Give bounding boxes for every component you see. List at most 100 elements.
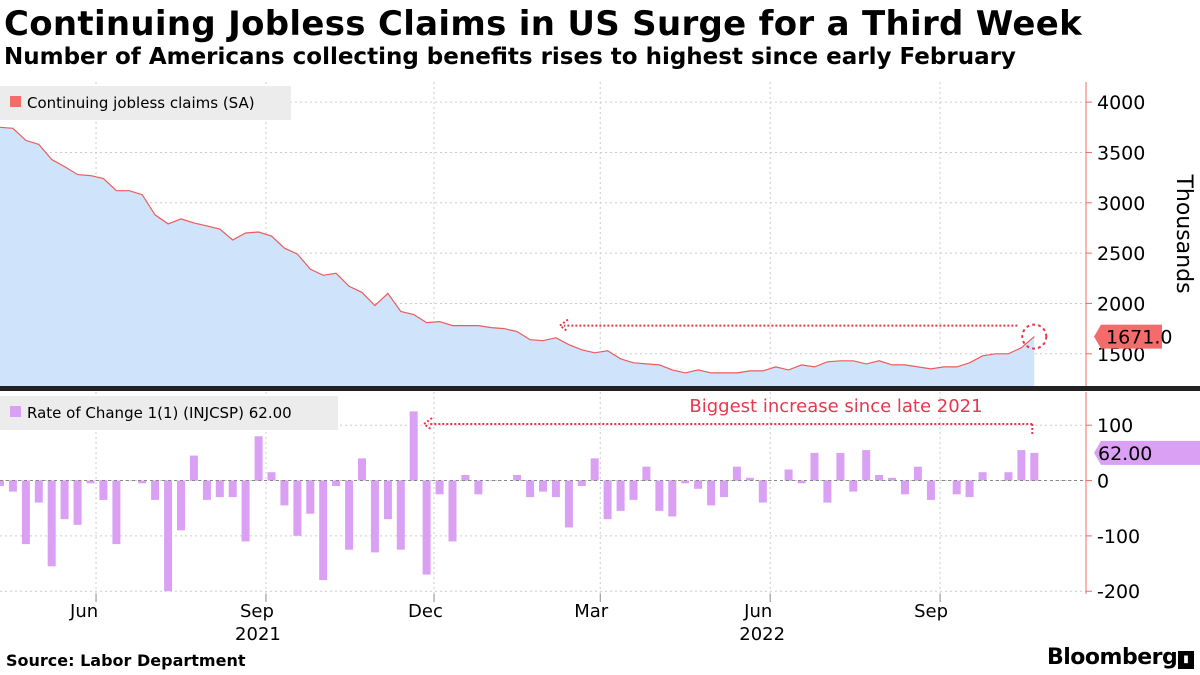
rate-bar (34, 480, 43, 503)
rate-bar (241, 480, 250, 542)
source-note: Source: Labor Department (6, 651, 246, 670)
rate-bar (551, 480, 560, 498)
rate-bar (358, 458, 366, 481)
page-subtitle: Number of Americans collecting benefits … (4, 44, 1016, 70)
y-axis-label: Thousands (1171, 173, 1196, 293)
rate-bar (564, 480, 573, 528)
rate-bar (707, 480, 716, 506)
rate-bar (280, 480, 289, 506)
rate-bar (823, 480, 832, 503)
rate-bar (99, 480, 108, 500)
rate-bar (642, 466, 651, 481)
rate-bar (396, 480, 405, 550)
legend-box (0, 86, 291, 120)
rate-bar (177, 480, 185, 531)
legend-swatch (10, 96, 21, 107)
x-tick-label: Jun (69, 601, 98, 622)
rate-bar (345, 480, 354, 550)
y-tick-label: 3500 (1097, 142, 1145, 164)
rate-bar (901, 480, 909, 495)
rate-bar (409, 411, 418, 481)
x-year-label: 2021 (235, 624, 281, 645)
rate-bar (926, 480, 935, 500)
rate-bar (254, 436, 263, 481)
rate-bar (319, 480, 328, 581)
rate-bar (8, 480, 17, 492)
rate-bar (60, 480, 69, 520)
last-value-tag (1094, 324, 1162, 349)
rate-bar (810, 452, 819, 481)
rate-bar (513, 475, 522, 481)
x-tick-label: Dec (408, 601, 443, 622)
rate-bar (112, 480, 121, 545)
rate-bar (448, 480, 457, 542)
rate-bar (526, 480, 535, 498)
y-tick-label: 0 (1097, 471, 1109, 493)
last-value-tag (1094, 440, 1200, 465)
x-year-label: 2022 (739, 624, 785, 645)
rate-bar (383, 480, 392, 520)
rate-bar (577, 480, 586, 486)
rate-bar (978, 472, 987, 481)
y-tick-label: -100 (1097, 526, 1140, 548)
rate-bar (164, 480, 173, 592)
rate-bar (681, 480, 690, 484)
rate-bar (888, 477, 897, 481)
rate-bar (745, 477, 754, 481)
rate-bar (189, 455, 198, 481)
legend-label: Continuing jobless claims (SA) (27, 94, 255, 112)
rate-bar (913, 466, 922, 481)
rate-bar (603, 480, 612, 520)
rate-bar (422, 480, 431, 575)
rate-bar (1030, 452, 1039, 481)
rate-bar (965, 480, 974, 498)
y-tick-label: 100 (1097, 415, 1133, 437)
rate-bar (332, 480, 341, 486)
annotation-text: Biggest increase since late 2021 (689, 396, 982, 417)
last-value-label: 62.00 (1098, 443, 1152, 465)
rate-bar (151, 480, 160, 500)
x-tick-label: Jun (743, 601, 772, 622)
rate-bar (694, 480, 703, 489)
rate-bar (629, 480, 638, 500)
claims-area (0, 127, 1035, 387)
rate-bar (293, 480, 302, 536)
claims-line (0, 126, 1035, 374)
rate-bar (306, 480, 315, 514)
rate-bar (370, 480, 379, 553)
rate-bar (720, 480, 728, 498)
rate-bar (461, 475, 470, 481)
rate-bar (875, 475, 884, 481)
rate-bar (86, 480, 95, 484)
rate-bar (836, 452, 845, 481)
rate-bar (228, 480, 237, 498)
rate-bar (539, 480, 547, 492)
rate-bar (267, 472, 276, 481)
y-tick-label: 3000 (1097, 193, 1145, 215)
brand-logo: Bloomberg (1047, 645, 1178, 670)
rate-bar (21, 480, 30, 545)
rate-bar (1017, 450, 1026, 481)
annotation-arrowhead (558, 318, 569, 333)
rate-bar (138, 480, 147, 484)
rate-bar (797, 480, 806, 484)
annotation-arrowhead (422, 417, 433, 431)
rate-bar (0, 480, 4, 486)
rate-bar (952, 480, 961, 495)
panel-divider (0, 386, 1200, 391)
y-tick-label: 1500 (1097, 344, 1145, 366)
rate-bar (435, 480, 444, 495)
rate-bar (758, 480, 767, 503)
rate-bar (655, 480, 664, 511)
rate-bar (215, 480, 224, 498)
y-tick-label: 4000 (1097, 92, 1145, 114)
highlight-circle (1021, 323, 1048, 350)
y-tick-label: 2500 (1097, 243, 1145, 265)
rate-bar (1004, 472, 1013, 481)
rate-bar (47, 480, 56, 567)
x-tick-label: Sep (914, 601, 948, 622)
rate-bar (784, 469, 793, 481)
legend-label: Rate of Change 1(1) (INJCSP) 62.00 (27, 404, 292, 422)
rate-bar (862, 450, 871, 481)
